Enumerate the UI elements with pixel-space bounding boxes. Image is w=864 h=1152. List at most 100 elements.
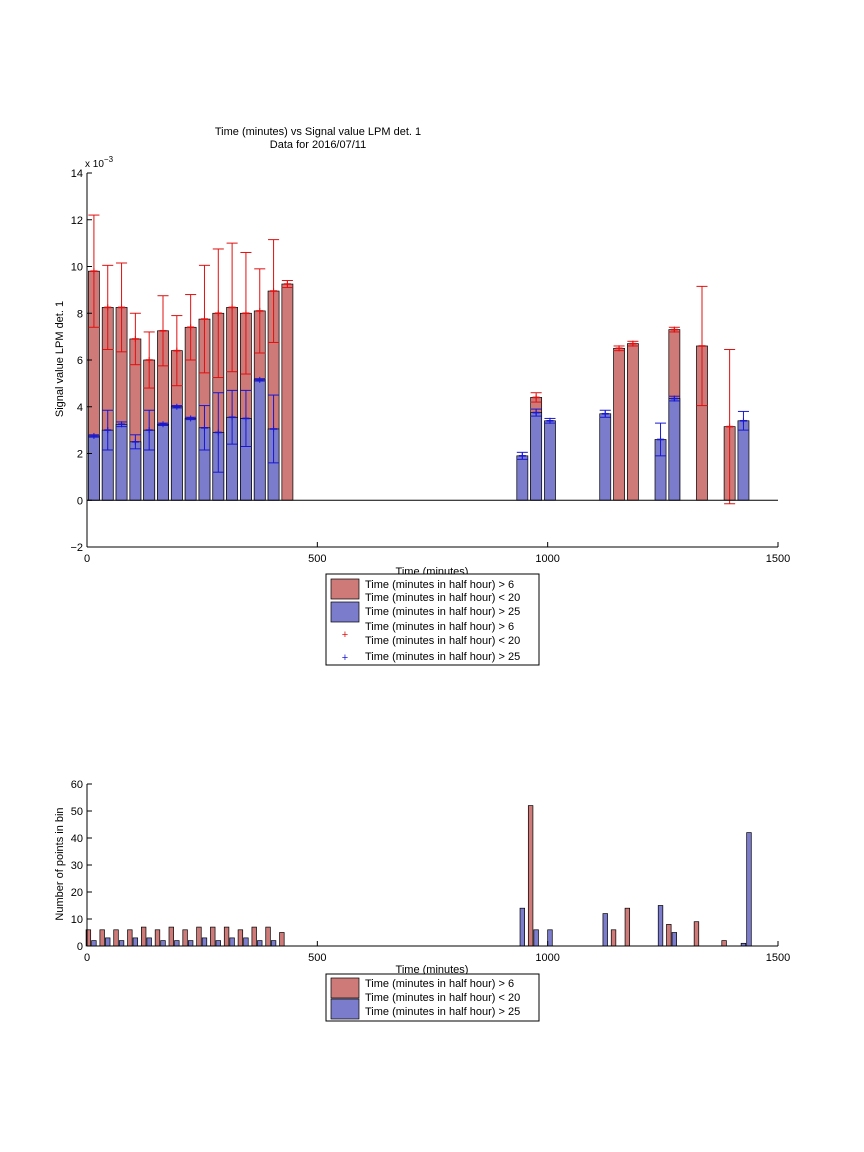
- signal-bar-blue: [129, 441, 142, 501]
- signal-bar-blue: [530, 412, 543, 501]
- y-tick-label: 12: [71, 215, 83, 227]
- x-tick-label: 1500: [766, 952, 790, 964]
- legend-entry: Time (minutes in half hour) > 25: [365, 606, 520, 618]
- x-tick-label: 1000: [535, 553, 559, 565]
- signal-bar-red: [627, 343, 639, 501]
- y-tick-label: 50: [71, 806, 83, 818]
- count-bar-red: [279, 932, 285, 947]
- count-bar-blue: [215, 940, 221, 947]
- count-bar-blue: [243, 937, 249, 947]
- y-tick-label: 0: [77, 941, 83, 953]
- signal-bar-blue: [544, 420, 556, 501]
- count-bar-red: [196, 926, 202, 947]
- legend-swatch-red: [330, 977, 360, 999]
- count-bar-blue: [160, 940, 166, 947]
- count-bar-blue: [174, 940, 180, 947]
- count-bar-red: [113, 929, 119, 947]
- count-bar-red: [141, 926, 147, 947]
- signal-bar-blue: [599, 413, 612, 501]
- y-tick-label: 30: [71, 860, 83, 872]
- signal-bar-blue: [184, 418, 197, 501]
- count-bar-blue: [132, 937, 139, 947]
- count-bar-blue: [533, 929, 539, 947]
- y-tick-label: 2: [77, 449, 83, 461]
- count-bar-blue: [671, 932, 678, 947]
- count-bar-blue: [187, 940, 194, 947]
- count-bar-red: [237, 929, 244, 947]
- x-axis-label: Time (minutes): [396, 964, 469, 976]
- count-bar-blue: [547, 929, 553, 947]
- y-tick-label: 10: [71, 262, 83, 274]
- count-bar-red: [666, 924, 672, 947]
- count-bar-blue: [146, 937, 152, 947]
- signal-bars: [88, 270, 750, 501]
- y-tick-label: 6: [77, 355, 83, 367]
- chart-subtitle: Data for 2016/07/11: [270, 139, 366, 151]
- count-bar-red: [610, 929, 617, 947]
- signal-bar-blue: [737, 420, 750, 501]
- count-bar-red: [721, 940, 727, 947]
- legend-swatch-blue: [330, 998, 360, 1020]
- count-bar-red: [182, 929, 188, 947]
- chart-title: Time (minutes) vs Signal value LPM det. …: [215, 126, 421, 138]
- y-axis-label: Number of points in bin: [54, 807, 66, 920]
- count-bar-red: [223, 926, 230, 947]
- count-bar-red: [265, 926, 271, 947]
- count-bar-red: [127, 929, 133, 947]
- count-bar-red: [624, 907, 631, 947]
- count-bar-blue: [519, 907, 525, 947]
- count-bar-red: [99, 929, 105, 947]
- y-tick-label: 14: [71, 168, 83, 180]
- signal-bar-blue: [170, 406, 183, 501]
- count-bar-blue: [270, 940, 277, 947]
- legend-entry: Time (minutes in half hour) > 6: [365, 579, 514, 591]
- y-tick-label: 4: [77, 402, 83, 414]
- count-bar-red: [693, 921, 700, 947]
- legend-box: [325, 573, 540, 666]
- y-tick-label: 40: [71, 833, 83, 845]
- count-bar-blue: [201, 937, 208, 947]
- count-axes: 0 500 1000 1500 0 10 20 30 40 50 60: [71, 779, 790, 964]
- signal-bar-blue: [516, 455, 529, 501]
- legend-swatch-red: [330, 578, 360, 600]
- signal-legend: + + Time (minutes in half hour) > 6 Time…: [325, 573, 540, 666]
- signal-bar-blue: [88, 435, 100, 501]
- y-tick-label: 10: [71, 914, 83, 926]
- y-tick-label: −2: [70, 542, 83, 554]
- count-bar-red: [251, 926, 257, 947]
- legend-entry: Time (minutes in half hour) < 20: [365, 635, 520, 647]
- x-tick-label: 500: [308, 952, 326, 964]
- x-tick-label: 0: [84, 553, 90, 565]
- y-tick-label: 60: [71, 779, 83, 791]
- legend-entry: Time (minutes in half hour) > 6: [365, 978, 514, 990]
- signal-bar-red: [613, 347, 625, 501]
- legend-swatch-blue: [330, 601, 360, 623]
- legend-entry: Time (minutes in half hour) > 6: [365, 621, 514, 633]
- x-tick-label: 1000: [535, 952, 559, 964]
- count-bar-red: [527, 805, 534, 947]
- count-bar-blue: [229, 937, 235, 947]
- count-bar-red: [154, 929, 161, 947]
- y-tick-label: 0: [77, 495, 83, 507]
- signal-errorbars: [88, 214, 749, 505]
- signal-bar-blue: [668, 398, 681, 501]
- legend-entry: Time (minutes in half hour) > 25: [365, 1006, 520, 1018]
- signal-bar-blue: [157, 423, 169, 501]
- legend-marker-blue: +: [342, 652, 348, 664]
- legend-entry: Time (minutes in half hour) < 20: [365, 592, 520, 604]
- count-bar-red: [210, 926, 216, 947]
- x-tick-label: 1500: [766, 553, 790, 565]
- count-bar-red: [168, 926, 174, 947]
- legend-marker-red: +: [342, 629, 348, 641]
- count-bars: [85, 805, 752, 947]
- legend-box: [325, 973, 540, 1022]
- signal-bar-red: [281, 283, 294, 501]
- legend-entry: Time (minutes in half hour) < 20: [365, 992, 520, 1004]
- count-bar-blue: [746, 832, 752, 947]
- x-tick-label: 0: [84, 952, 90, 964]
- y-exponent-label: x 10−3: [85, 155, 114, 170]
- y-axis-label: Signal value LPM det. 1: [54, 301, 66, 417]
